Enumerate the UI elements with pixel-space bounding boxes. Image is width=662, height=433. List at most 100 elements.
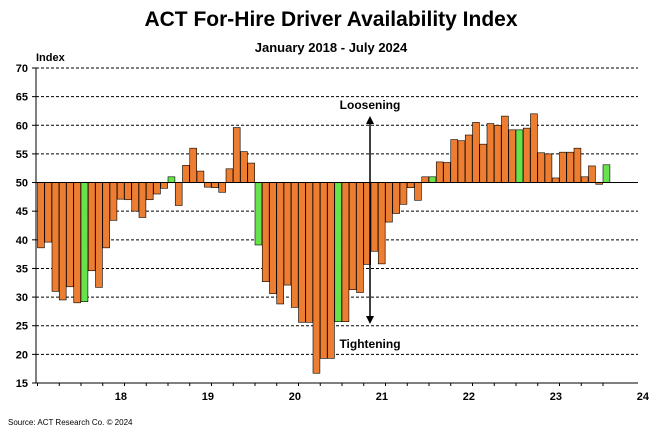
bar xyxy=(544,153,553,183)
bar xyxy=(334,182,342,323)
y-tick-label: 55 xyxy=(16,149,28,161)
bar xyxy=(138,182,147,218)
x-tick-label: 19 xyxy=(202,391,214,403)
bar xyxy=(464,134,473,183)
loosening-tightening-arrow xyxy=(366,116,374,324)
bars xyxy=(37,113,611,374)
bar xyxy=(399,182,408,205)
bar xyxy=(327,182,335,359)
annotation-tightening: Tightening xyxy=(339,337,400,351)
y-tick-label: 65 xyxy=(16,92,28,104)
bar xyxy=(153,182,161,195)
bar xyxy=(44,182,52,243)
y-tick-label: 25 xyxy=(16,321,28,333)
bar xyxy=(392,182,400,214)
y-tick-label: 40 xyxy=(16,235,28,247)
bar xyxy=(406,182,415,189)
chart-title: ACT For-Hire Driver Availability Index xyxy=(144,8,518,31)
bar xyxy=(479,143,487,183)
bar xyxy=(283,182,292,286)
bar xyxy=(486,123,495,183)
bar xyxy=(435,161,444,183)
bar xyxy=(312,182,321,374)
bar xyxy=(211,182,219,189)
bar xyxy=(58,182,67,301)
bar xyxy=(573,147,582,183)
arrow-head-up xyxy=(366,116,374,124)
bar xyxy=(167,176,176,183)
bar xyxy=(588,165,596,183)
bar xyxy=(537,152,545,183)
y-tick-label: 60 xyxy=(16,120,28,132)
x-tick-label: 22 xyxy=(463,391,475,403)
bar xyxy=(87,182,96,272)
bar xyxy=(566,151,574,183)
bar xyxy=(240,151,248,183)
bar xyxy=(225,168,234,183)
y-tick-label: 70 xyxy=(16,63,28,75)
bar xyxy=(341,182,350,323)
x-tick-label: 24 xyxy=(637,391,650,403)
bar xyxy=(124,182,132,201)
bar xyxy=(377,182,386,265)
y-tick-label: 50 xyxy=(16,178,28,190)
bar xyxy=(348,182,357,290)
y-axis: 70 65 60 55 50 45 40 35 30 25 20 15 xyxy=(16,63,36,390)
annotation-loosening: Loosening xyxy=(340,98,401,112)
bar xyxy=(421,176,429,183)
bar xyxy=(559,151,567,183)
x-tick-label: 21 xyxy=(376,391,388,403)
bar xyxy=(508,129,516,183)
bar xyxy=(160,182,168,189)
bar xyxy=(472,122,480,183)
bar xyxy=(551,177,560,183)
bar xyxy=(37,182,45,249)
bar xyxy=(443,162,451,183)
bar xyxy=(269,182,277,294)
bar xyxy=(247,162,255,183)
bar xyxy=(203,182,212,188)
bar xyxy=(80,182,89,302)
bar xyxy=(189,147,197,183)
bar xyxy=(145,182,154,201)
y-tick-label: 45 xyxy=(16,206,28,218)
x-tick-label: 23 xyxy=(550,391,562,403)
bar xyxy=(450,139,458,183)
bar xyxy=(530,113,538,183)
bar xyxy=(51,182,60,292)
source-note: Source: ACT Research Co. © 2024 xyxy=(8,418,133,427)
y-tick-label: 30 xyxy=(16,292,28,304)
bar xyxy=(501,115,509,183)
x-tick-label: 18 xyxy=(115,391,127,403)
bar xyxy=(131,182,139,212)
y-axis-label: Index xyxy=(36,52,66,64)
bar xyxy=(261,182,270,282)
bar xyxy=(370,182,379,252)
bar xyxy=(493,124,502,183)
bar xyxy=(457,140,466,183)
bar xyxy=(182,165,190,183)
x-axis: 18 19 20 21 22 23 24 xyxy=(37,383,650,403)
bar xyxy=(95,182,103,288)
bar xyxy=(385,182,393,223)
bar xyxy=(66,182,74,288)
y-tick-label: 15 xyxy=(16,378,28,390)
bar xyxy=(356,182,364,293)
bar xyxy=(174,182,183,206)
bar xyxy=(428,176,437,183)
bar xyxy=(218,182,226,193)
arrow-head-down xyxy=(366,316,374,324)
bar xyxy=(298,182,306,323)
bar xyxy=(580,176,589,183)
y-tick-label: 20 xyxy=(16,349,28,361)
bar xyxy=(102,182,110,249)
bar xyxy=(109,182,118,221)
bar xyxy=(602,164,611,183)
bar xyxy=(414,182,422,201)
bar xyxy=(196,170,205,183)
y-tick-label: 35 xyxy=(16,263,28,275)
bar xyxy=(305,182,313,323)
bar xyxy=(73,182,81,304)
bar xyxy=(515,129,524,183)
